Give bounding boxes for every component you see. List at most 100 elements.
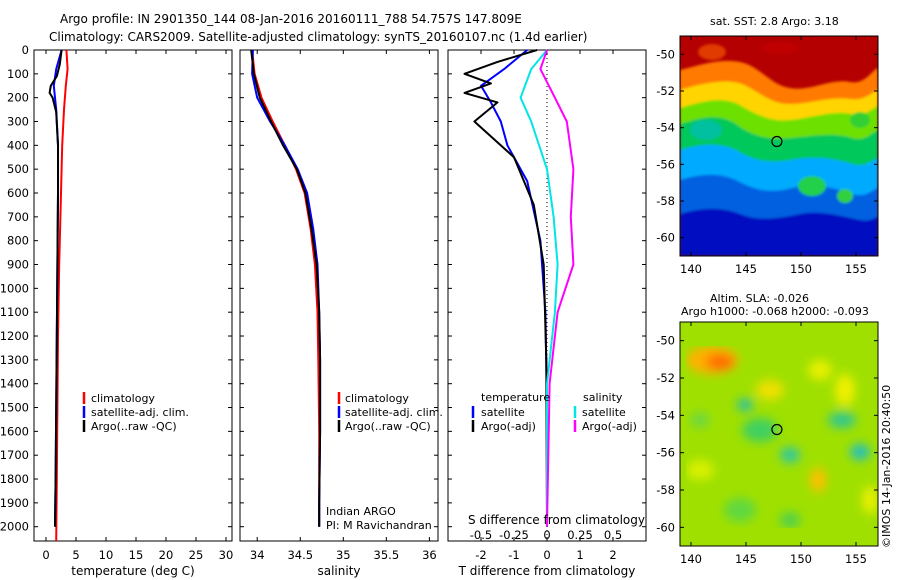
sla-map-subtitle: Argo h1000: -0.068 h2000: -0.093 [681,305,869,318]
legend-label-climatology: climatology [345,392,409,405]
series-line-temperature-argo-adj- [463,49,548,527]
legend-label-climatology: climatology [91,392,155,405]
lat-tick-label: -56 [656,446,675,460]
data-provider-line1: Indian ARGO [326,505,396,518]
series-line-salinity-satellite [519,49,559,527]
salinity-legend: climatology satellite-adj. clim. Argo(..… [337,392,443,433]
depth-tick-label: 1700 [0,448,29,462]
sst-map-ticks: 140 145 150 155 -50 -52 -54 -56 -58 -60 [656,36,878,276]
salinity-depth-ticks [240,49,438,528]
x-tick-label: 35 [336,548,351,562]
lat-tick-label: -58 [656,194,675,208]
s-diff-tick-label: 0.25 [567,528,593,542]
temperature-series [48,49,69,542]
salinity-series [250,49,322,527]
x-tick-label: 25 [189,548,204,562]
sst-map-title: sat. SST: 2.8 Argo: 3.18 [710,15,839,28]
depth-tick-label: 1000 [0,281,29,295]
depth-tick-label: 1300 [0,353,29,367]
difference-profile-panel: -2 -1 0 1 2 S difference from climatology -0… [447,49,647,578]
legend-label-temp-argo: Argo(-adj) [481,420,536,433]
salinity-axis-ticks: 34 34.5 35 35.5 36 [250,50,437,562]
s-diff-tick-label: 0 [543,528,550,542]
legend-label-satellite: satellite-adj. clim. [91,406,189,419]
lon-tick-label: 140 [680,262,702,276]
legend-label-satellite: satellite-adj. clim. [345,406,443,419]
depth-tick-label: 1200 [0,329,29,343]
temperature-axes-frame [33,49,233,542]
depth-tick-label: 600 [7,186,29,200]
salinity-axes-frame [239,49,439,542]
series-line-argo-raw-qc- [48,49,63,527]
x-tick-label: 15 [129,548,144,562]
lon-tick-label: 150 [790,262,812,276]
s-diff-tick-label: 0.5 [604,528,622,542]
depth-tick-label: 900 [7,258,29,272]
x-tick-label: 35.5 [374,548,400,562]
t-difference-xlabel: T difference from climatology [458,564,636,578]
depth-tick-label: 1800 [0,472,29,486]
sla-map-panel: Altim. SLA: -0.026 Argo h1000: -0.068 h2… [656,292,879,566]
legend-label-sal-satellite: satellite [582,406,626,419]
figure-title-line1: Argo profile: IN 2901350_144 08-Jan-2016… [60,12,522,26]
depth-tick-label: 500 [7,162,29,176]
lon-tick-label: 150 [790,552,812,566]
sla-map-ticks: 140 145 150 155 -50 -52 -54 -56 -58 -60 [656,322,878,566]
lat-tick-label: -60 [656,231,675,245]
sst-heatmap [680,36,878,256]
depth-tick-label: 200 [7,91,29,105]
figure-title-line2: Climatology: CARS2009. Satellite-adjuste… [49,30,587,44]
legend-label-sal-argo: Argo(-adj) [582,420,637,433]
s-difference-axis-labels: -0.5 -0.25 0 0.25 0.5 [470,528,622,542]
series-line-temperature-satellite [480,49,548,527]
argo-float-position-marker [771,135,783,148]
x-tick-label: 10 [99,548,114,562]
depth-axis-ticks: 0 100 200 300 400 500 600 700 800 900 1000 1100 1200… [0,43,232,534]
series-line-satellite-adj-clim- [251,49,322,527]
x-tick-label: -2 [475,548,486,562]
series-line-argo-raw-qc- [250,49,322,527]
series-line-salinity-argo-adj- [539,49,575,527]
legend-title-temperature: temperature [481,391,550,404]
temperature-xlabel: temperature (deg C) [71,564,194,578]
lat-tick-label: -60 [656,520,675,534]
lon-tick-label: 145 [735,262,757,276]
lat-tick-label: -58 [656,483,675,497]
lat-tick-label: -56 [656,157,675,171]
x-tick-label: 0 [42,548,49,562]
x-tick-label: 2 [609,548,616,562]
x-tick-label: 1 [576,548,583,562]
lat-tick-label: -52 [656,84,675,98]
temperature-axis-ticks: 0 5 10 15 20 25 30 [42,50,233,562]
depth-tick-label: 2000 [0,520,29,534]
t-difference-axis-ticks: -2 -1 0 1 2 [475,50,617,562]
legend-title-salinity: salinity [583,391,623,404]
salinity-xlabel: salinity [317,564,360,578]
lon-tick-label: 140 [680,552,702,566]
difference-depth-ticks [448,49,646,528]
x-tick-label: 30 [219,548,234,562]
sst-map-panel: sat. SST: 2.8 Argo: 3.18 140 145 150 155 -50… [656,15,879,276]
x-tick-label: 0 [543,548,550,562]
series-line-climatology [251,49,321,527]
depth-tick-label: 800 [7,234,29,248]
depth-tick-label: 100 [7,67,29,81]
lon-tick-label: 155 [845,552,867,566]
x-tick-label: 36 [422,548,437,562]
temperature-legend: climatology satellite-adj. clim. Argo(..… [82,392,189,433]
depth-tick-label: 1500 [0,401,29,415]
legend-label-temp-satellite: satellite [481,406,525,419]
salinity-profile-panel: 34 34.5 35 35.5 36 salinity climatology sate… [239,49,443,578]
lon-tick-label: 145 [735,552,757,566]
x-tick-label: 34.5 [287,548,313,562]
s-difference-label: S difference from climatology [468,513,645,527]
lat-tick-label: -50 [656,334,675,348]
legend-label-argo: Argo(..raw -QC) [91,420,177,433]
difference-series [463,49,575,527]
depth-tick-label: 0 [22,43,29,57]
depth-tick-label: 1600 [0,424,29,438]
depth-tick-label: 1100 [0,305,29,319]
sla-map-frame [679,321,879,547]
series-line-climatology [55,49,69,542]
depth-tick-label: 700 [7,210,29,224]
